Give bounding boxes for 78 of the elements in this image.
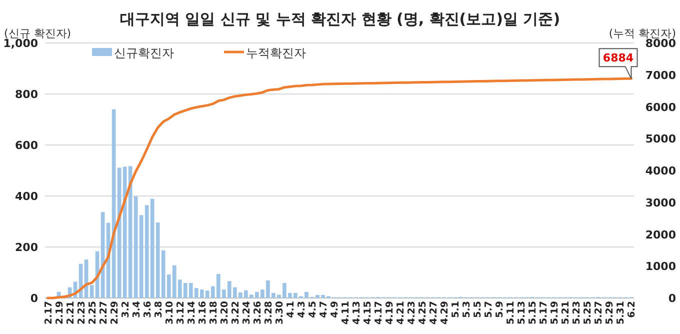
x-tick-label: 3.6 — [142, 300, 154, 318]
x-tick-label: 4.9 — [329, 301, 340, 318]
x-tick-label: 4.3 — [296, 301, 308, 318]
x-tick-label: 3.16 — [197, 300, 208, 324]
x-tick-label: 4.5 — [307, 301, 318, 318]
y-tick-label: 800 — [15, 88, 38, 101]
x-tick-label: 3.20 — [219, 300, 230, 324]
y2-tick-label: 8000 — [645, 37, 676, 50]
y-tick-label: 200 — [15, 241, 38, 254]
x-tick-label: 5.7 — [484, 301, 495, 318]
x-tick-label: 3.8 — [153, 300, 164, 318]
y2-tick-label: 7000 — [645, 68, 676, 82]
x-tick-label: 3.28 — [263, 300, 274, 324]
legend-label: 누적확진자 — [246, 46, 306, 60]
y2-tick-label: 3000 — [645, 196, 676, 210]
x-tick-label: 3.18 — [208, 300, 220, 324]
x-tick-label: 3.12 — [175, 301, 186, 324]
x-tick-label: 3.24 — [241, 300, 252, 324]
y2-tick-label: 0 — [668, 292, 676, 305]
x-tick-label: 3.4 — [131, 300, 142, 318]
x-tick-label: 4.7 — [318, 301, 330, 318]
x-tick-label: 4.23 — [406, 301, 418, 324]
x-tick-label: 4.11 — [340, 301, 352, 324]
legend-item: 신규확진자 — [92, 46, 174, 60]
y-axis-title: (신규 확진자) — [4, 27, 72, 40]
x-tick-label: 4.13 — [352, 301, 363, 324]
x-tick-label: 2.19 — [54, 301, 66, 324]
x-tick-label: 5.25 — [582, 301, 594, 324]
x-tick-label: 4.17 — [374, 301, 385, 324]
x-tick-label: 5.5 — [472, 301, 484, 318]
x-tick-label: 2.25 — [87, 301, 98, 324]
x-tick-label: 5.31 — [616, 301, 627, 324]
x-tick-label: 2.17 — [43, 301, 54, 324]
y-tick-label: 0 — [30, 292, 38, 305]
x-tick-label: 5.27 — [594, 301, 605, 324]
x-tick-label: 3.14 — [186, 300, 198, 324]
x-tick-label: 5.17 — [538, 301, 550, 324]
x-tick-label: 3.26 — [252, 300, 264, 324]
x-tick-label: 2.27 — [98, 301, 110, 324]
y2-axis-title: (누적 확진자) — [608, 27, 676, 40]
x-tick-label: 5.9 — [494, 301, 506, 318]
x-tick-label: 5.13 — [516, 301, 528, 324]
legend-item: 누적확진자 — [224, 46, 306, 60]
x-tick-label: 4.19 — [384, 301, 396, 324]
x-tick-label: 3.22 — [230, 301, 242, 324]
y-tick-label: 1,000 — [3, 37, 38, 50]
x-tick-label: 3.2 — [120, 301, 132, 318]
y-tick-label: 600 — [15, 139, 38, 152]
x-tick-label: 2.23 — [76, 301, 88, 324]
x-tick-label: 3.30 — [274, 300, 286, 324]
x-tick-label: 5.23 — [572, 301, 583, 324]
y2-tick-label: 6000 — [645, 100, 676, 114]
x-tick-label: 4.15 — [362, 301, 374, 324]
x-tick-label: 5.15 — [528, 301, 539, 324]
x-tick-label: 5.19 — [550, 301, 561, 324]
y2-tick-label: 5000 — [645, 132, 676, 146]
x-tick-label: 5.29 — [604, 301, 616, 324]
x-tick-label: 4.1 — [285, 301, 296, 318]
legend-label: 신규확진자 — [114, 46, 174, 60]
x-tick-label: 4.21 — [396, 301, 407, 324]
x-tick-label: 5.3 — [462, 301, 473, 318]
x-tick-label: 4.29 — [440, 301, 451, 324]
data-label: 6884 — [602, 52, 634, 65]
x-tick-label: 5.21 — [560, 301, 572, 324]
x-tick-label: 5.11 — [506, 301, 517, 324]
y2-tick-label: 4000 — [645, 164, 676, 178]
y2-tick-label: 2000 — [645, 228, 676, 242]
y2-tick-label: 1000 — [645, 260, 676, 274]
x-tick-label: 4.25 — [418, 301, 429, 324]
x-tick-label: 2.29 — [109, 301, 120, 324]
x-tick-label: 3.10 — [164, 300, 176, 324]
x-tick-label: 6.2 — [626, 301, 638, 318]
y-tick-label: 400 — [15, 190, 38, 203]
value-label: 6884 — [598, 48, 638, 80]
x-tick-label: 4.27 — [428, 301, 440, 324]
x-tick-label: 5.1 — [450, 301, 462, 318]
chart-title: 대구지역 일일 신규 및 누적 확진자 현황 (명, 확진(보고)일 기준) — [120, 10, 560, 28]
x-tick-label: 2.21 — [65, 301, 76, 324]
